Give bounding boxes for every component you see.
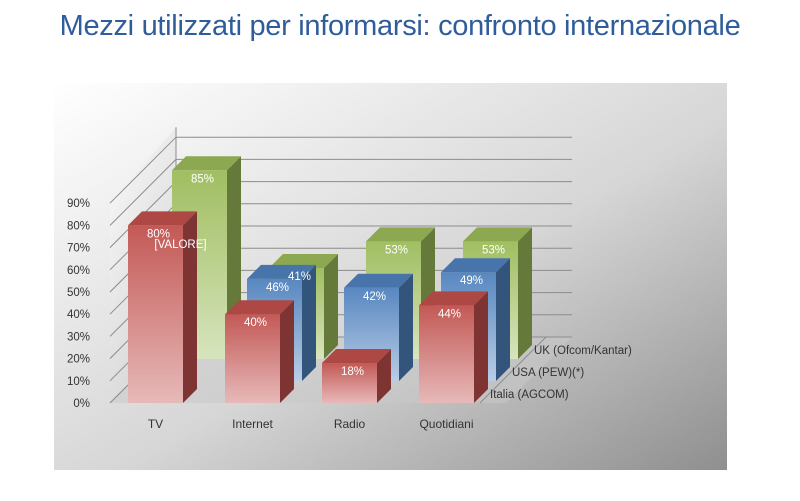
data-labels: 85% 41% 53% 53% [VALORE] 46% 42% 49% 80% 40% 18% 44… (147, 173, 505, 378)
data-label-uk-ofcom-kantar-internet: 41% (288, 271, 311, 283)
data-label-italia-agcom-internet: 40% (244, 317, 267, 329)
data-label-italia-agcom-quotidiani: 44% (438, 308, 461, 320)
data-label-usa-pew-radio: 42% (363, 291, 386, 303)
data-label-usa-pew-tv: [VALORE] (154, 239, 206, 251)
y-tick-6: 60% (67, 265, 90, 277)
data-label-usa-pew-quotidiani: 49% (460, 275, 483, 287)
bars (128, 156, 532, 403)
bar-italia-agcom-quotidiani (419, 291, 488, 403)
page-title: Mezzi utilizzati per informarsi: confron… (59, 10, 741, 42)
data-label-italia-agcom-tv: 80% (147, 228, 170, 240)
y-tick-5: 50% (67, 287, 90, 299)
bar-italia-agcom-radio (322, 349, 391, 403)
y-tick-2: 20% (67, 354, 90, 366)
y-tick-0: 0% (73, 398, 90, 410)
y-tick-8: 80% (67, 220, 90, 232)
data-label-uk-ofcom-kantar-quotidiani: 53% (482, 244, 505, 256)
depth-axis-legend: Italia (AGCOM) USA (PEW)(*) UK (Ofcom/Kant… (479, 336, 632, 404)
data-label-italia-agcom-radio: 18% (341, 366, 364, 378)
x-tick-internet: Internet (232, 417, 273, 431)
data-label-uk-ofcom-kantar-radio: 53% (385, 244, 408, 256)
bar-italia-agcom-internet (225, 300, 294, 403)
legend-italia-agcom: Italia (AGCOM) (490, 389, 569, 401)
legend-uk-ofcom-kantar: UK (Ofcom/Kantar) (534, 345, 632, 357)
x-axis: TV Internet Radio Quotidiani (148, 417, 474, 431)
data-label-usa-pew-internet: 46% (266, 282, 289, 294)
y-tick-4: 40% (67, 309, 90, 321)
legend-usa-pew: USA (PEW)(*) (512, 367, 584, 379)
y-tick-3: 30% (67, 331, 90, 343)
y-tick-1: 10% (67, 376, 90, 388)
data-label-uk-ofcom-kantar-tv: 85% (191, 173, 214, 185)
y-tick-7: 70% (67, 243, 90, 255)
bar-italia-agcom-tv (128, 211, 197, 403)
series-italia-agcom (128, 211, 488, 403)
x-tick-tv: TV (148, 417, 163, 431)
y-tick-9: 90% (67, 198, 90, 210)
x-tick-radio: Radio (334, 417, 366, 431)
y-axis: 0% 10% 20% 30% 40% 50% 60% 70% 80% 90% (67, 198, 90, 410)
x-tick-quotidiani: Quotidiani (419, 417, 473, 431)
